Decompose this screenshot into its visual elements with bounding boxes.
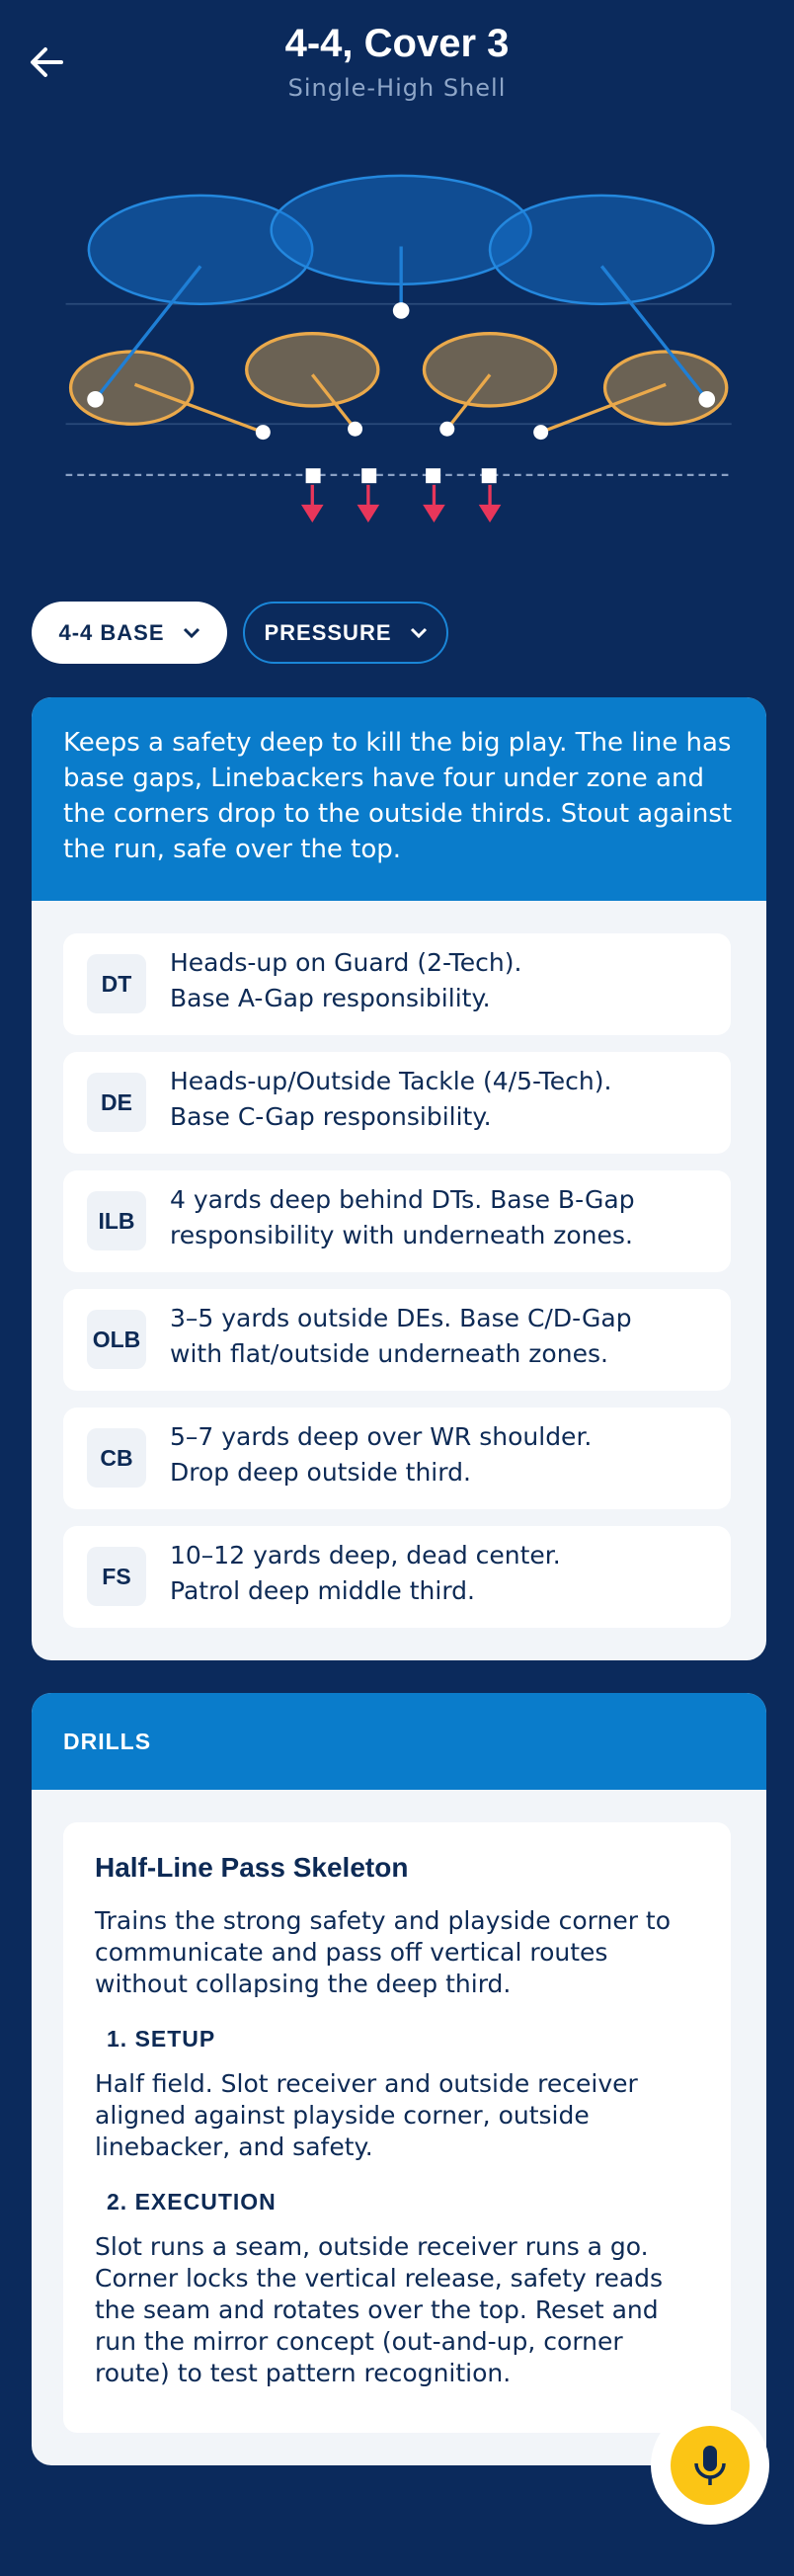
position-tag: OLB [87, 1310, 146, 1369]
position-tag: ILB [87, 1191, 146, 1250]
text-line: with flat/outside underneath zones. [170, 1339, 608, 1368]
step-heading: 2. EXECUTION [107, 2189, 277, 2214]
filter-dropdown[interactable]: PRESSURE [243, 602, 448, 664]
position-text: 10–12 yards deep, dead center. Patrol dee… [170, 1538, 561, 1609]
drills-card: DRILLS Half-Line Pass Skeleton Trains th… [32, 1693, 766, 2465]
drill-steps: 1. SETUP Half field. Slot receiver and ou… [95, 2026, 699, 2389]
position-tag: CB [87, 1428, 146, 1488]
position-row: OLB 3–5 yards outside DEs. Base C/D-Gap wi… [63, 1289, 731, 1391]
chevron [183, 627, 199, 638]
mic-button[interactable] [651, 2406, 769, 2525]
filter-label: PRESSURE [264, 619, 392, 645]
text-line: Base C-Gap responsibility. [170, 1102, 492, 1131]
step-text: Slot runs a seam, outside receiver runs … [95, 2232, 664, 2387]
text-line: 10–12 yards deep, dead center. [170, 1541, 561, 1570]
back-button[interactable] [28, 40, 67, 85]
coverage-card: Keeps a safety deep to kill the big play… [32, 697, 766, 1660]
position-text: 3–5 yards outside DEs. Base C/D-Gap with … [170, 1301, 632, 1372]
step-text: Half field. Slot receiver and outside re… [95, 2069, 638, 2161]
position-tag: DE [87, 1073, 146, 1132]
position-row: CB 5–7 yards deep over WR shoulder. Drop d… [63, 1408, 731, 1509]
drill-card: Half-Line Pass Skeleton Trains the stron… [63, 1822, 731, 2433]
position-row: DT Heads-up on Guard (2-Tech). Base A-Gap … [63, 933, 731, 1035]
summary: Keeps a safety deep to kill the big play… [32, 697, 766, 901]
drill-intro: Trains the strong safety and playside co… [95, 1906, 672, 1998]
title: 4-4, Cover 3 [284, 22, 510, 65]
position-text: Heads-up/Outside Tackle (4/5-Tech). Base … [170, 1064, 611, 1135]
position-text: Heads-up on Guard (2-Tech). Base A-Gap re… [170, 945, 521, 1016]
filter-dropdown[interactable]: 4-4 BASE [32, 602, 227, 664]
position-tag: FS [87, 1547, 146, 1606]
drill-title: Half-Line Pass Skeleton [95, 1852, 409, 1883]
text-line: responsibility with underneath zones. [170, 1221, 633, 1249]
subtitle: Single-High Shell [287, 74, 507, 102]
text-line: Heads-up on Guard (2-Tech). [170, 948, 522, 977]
position-text: 5–7 yards deep over WR shoulder. Drop dee… [170, 1419, 592, 1490]
text-line: 5–7 yards deep over WR shoulder. [170, 1422, 593, 1451]
position-row: FS 10–12 yards deep, dead center. Patrol d… [63, 1526, 731, 1628]
position-text: 4 yards deep behind DTs. Base B-Gap respo… [170, 1182, 635, 1253]
position-row: DE Heads-up/Outside Tackle (4/5-Tech). Bas… [63, 1052, 731, 1154]
text-line: 3–5 yards outside DEs. Base C/D-Gap [170, 1304, 632, 1332]
step-heading: 1. SETUP [107, 2026, 216, 2052]
chevron [410, 627, 427, 638]
position-tag: DT [87, 954, 146, 1013]
text-line: Heads-up/Outside Tackle (4/5-Tech). [170, 1067, 612, 1095]
text-line: Base A-Gap responsibility. [170, 984, 491, 1012]
drills-header: DRILLS [32, 1693, 766, 1790]
formation-diagram [65, 174, 732, 523]
text-line: 4 yards deep behind DTs. Base B-Gap [170, 1185, 635, 1214]
mic-icon [671, 2426, 750, 2505]
text-line: Drop deep outside third. [170, 1458, 471, 1487]
position-row: ILB 4 yards deep behind DTs. Base B-Gap re… [63, 1170, 731, 1272]
filter-label: 4-4 BASE [58, 619, 165, 645]
text-line: Patrol deep middle third. [170, 1576, 475, 1605]
